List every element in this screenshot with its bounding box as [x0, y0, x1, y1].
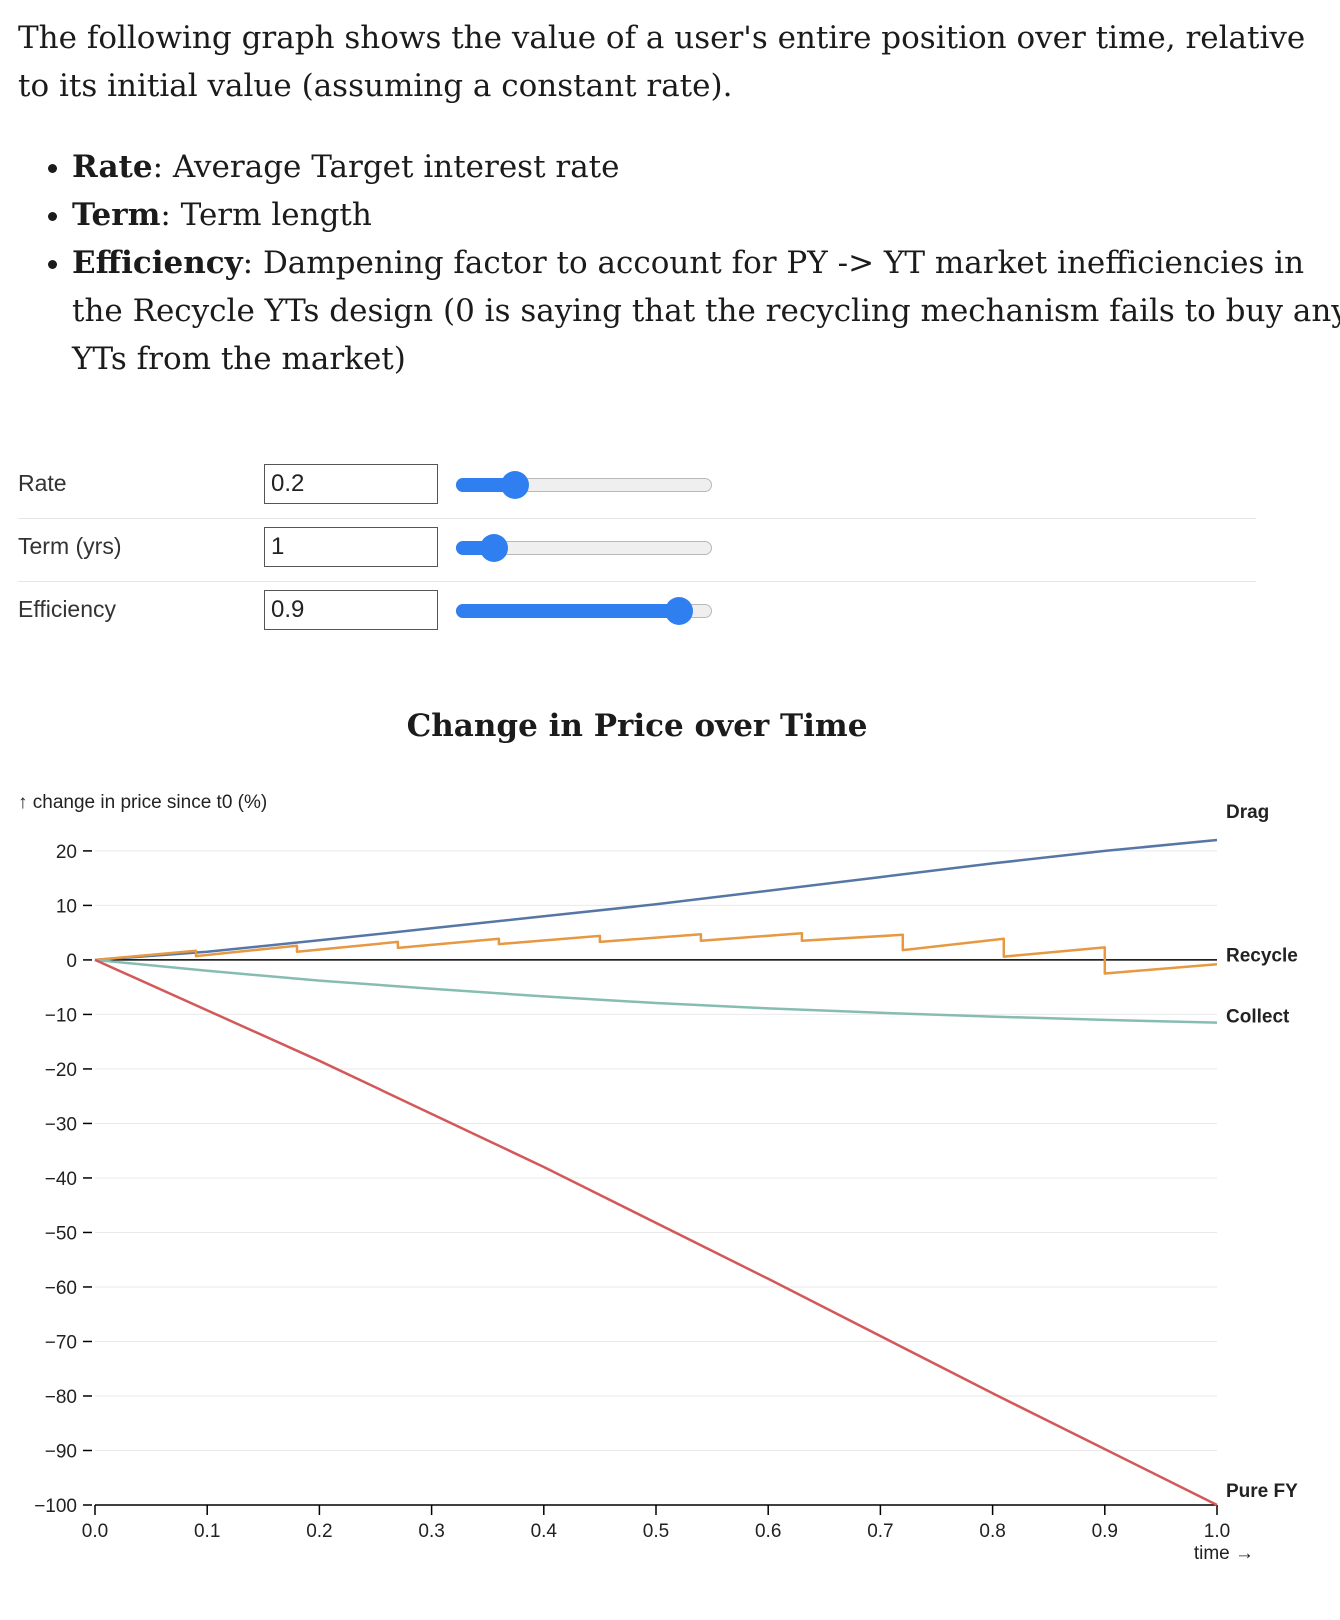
- rate-slider[interactable]: [456, 471, 712, 499]
- efficiency-control-row: Efficiency: [18, 582, 1256, 644]
- series-label-pure-fy: Pure FY: [1226, 1481, 1298, 1502]
- series-line-recycle: [94, 931, 1218, 975]
- x-tick-label: 0.7: [867, 1521, 893, 1542]
- bullet-desc-rate: : Average Target interest rate: [152, 149, 620, 185]
- efficiency-input[interactable]: [264, 590, 438, 630]
- term-slider[interactable]: [456, 534, 712, 562]
- y-tick-label: 0: [66, 951, 77, 972]
- bullet-term: Term: Term length: [72, 191, 1340, 239]
- x-axis-label: time →: [1194, 1543, 1254, 1564]
- x-tick-label: 0.3: [418, 1521, 444, 1542]
- bullet-term-term: Term: [72, 197, 161, 233]
- y-tick-label: −90: [45, 1441, 77, 1462]
- efficiency-slider[interactable]: [456, 597, 712, 625]
- x-tick-label: 0.6: [755, 1521, 781, 1542]
- rate-label: Rate: [18, 470, 67, 496]
- bullet-desc-efficiency: : Dampening factor to account for PY -> …: [72, 245, 1340, 377]
- y-tick-label: −20: [45, 1060, 77, 1081]
- slider-thumb[interactable]: [664, 597, 693, 625]
- slider-fill: [456, 604, 679, 618]
- y-tick-label: −30: [45, 1114, 77, 1135]
- parameter-controls: Rate Term (yrs) Efficiency: [18, 456, 1256, 644]
- x-tick-label: 0.4: [531, 1521, 558, 1542]
- y-tick-label: −40: [45, 1169, 77, 1190]
- chart-title: Change in Price over Time: [406, 708, 868, 744]
- series-label-recycle: Recycle: [1226, 945, 1298, 966]
- y-tick-label: 10: [56, 896, 77, 917]
- y-tick-label: −10: [45, 1005, 77, 1026]
- bullet-rate: Rate: Average Target interest rate: [72, 143, 1340, 191]
- series-line-drag: [94, 838, 1218, 962]
- y-tick-label: −60: [45, 1278, 77, 1299]
- term-control-row: Term (yrs): [18, 519, 1256, 582]
- bullet-term-efficiency: Efficiency: [72, 245, 243, 281]
- term-input[interactable]: [264, 527, 438, 567]
- x-tick-label: 0.2: [306, 1521, 332, 1542]
- x-tick-label: 1.0: [1204, 1521, 1230, 1542]
- y-tick-label: 20: [56, 842, 77, 863]
- y-tick-label: −80: [45, 1387, 77, 1408]
- bullet-desc-term: : Term length: [160, 197, 372, 233]
- price-change-chart: 20 10 0 −10 −20 −30 −40 −50 −60 −70 −80 −90 −100 ↑ ch…: [18, 792, 1298, 1564]
- bullet-efficiency: Efficiency: Dampening factor to account …: [72, 239, 1340, 383]
- y-tick-label: −100: [34, 1496, 77, 1517]
- series-line-pure-fy: [94, 958, 1218, 1507]
- rate-input[interactable]: [264, 464, 438, 504]
- x-tick-label: 0.9: [1092, 1521, 1118, 1542]
- x-tick-label: 0.8: [979, 1521, 1005, 1542]
- rate-control-row: Rate: [18, 456, 1256, 519]
- intro-paragraph: The following graph shows the value of a…: [18, 20, 1306, 104]
- parameter-descriptions: Rate: Average Target interest rate Term:…: [18, 143, 1340, 383]
- series-label-collect: Collect: [1226, 1007, 1290, 1028]
- y-tick-label: −70: [45, 1332, 77, 1353]
- slider-thumb[interactable]: [480, 534, 509, 562]
- series-label-drag: Drag: [1226, 802, 1269, 823]
- series-line-collect: [94, 958, 1218, 1024]
- slider-thumb[interactable]: [500, 471, 529, 499]
- bullet-term-rate: Rate: [72, 149, 153, 185]
- term-label: Term (yrs): [18, 533, 122, 559]
- x-tick-label: 0.5: [643, 1521, 669, 1542]
- x-tick-label: 0.1: [194, 1521, 220, 1542]
- y-axis-label: ↑ change in price since t0 (%): [18, 792, 267, 813]
- y-tick-label: −50: [45, 1223, 77, 1244]
- x-tick-label: 0.0: [82, 1521, 108, 1542]
- efficiency-label: Efficiency: [18, 596, 117, 622]
- slider-fill: [456, 478, 515, 492]
